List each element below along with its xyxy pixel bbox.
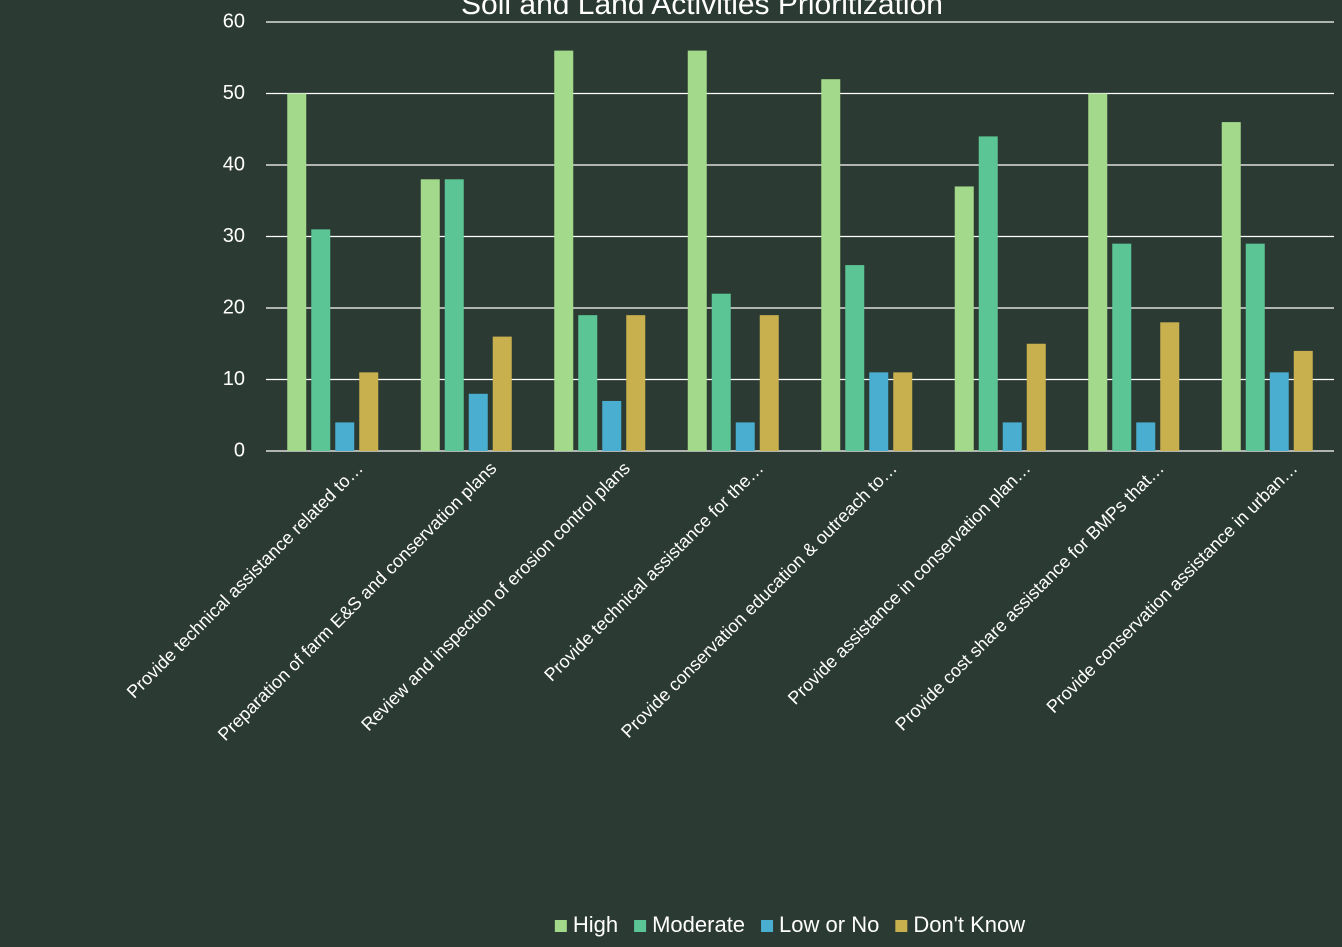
x-tick-label: Provide technical assistance related to… — [123, 458, 367, 702]
legend-label: Moderate — [652, 912, 745, 937]
bar — [978, 136, 998, 451]
bar — [735, 422, 755, 451]
bar — [1026, 343, 1046, 451]
bar — [687, 50, 707, 451]
x-tick-label: Provide conservation education & outreac… — [617, 458, 901, 742]
legend-swatch — [554, 920, 567, 932]
bar — [626, 315, 646, 451]
bar — [420, 179, 440, 452]
y-tick-label: 50 — [223, 82, 245, 104]
bar — [711, 293, 731, 451]
bar — [1136, 422, 1156, 451]
y-tick-label: 10 — [223, 368, 245, 390]
bar — [1269, 372, 1289, 451]
bar — [311, 229, 331, 451]
bar — [821, 79, 841, 451]
bar — [1245, 243, 1265, 451]
bar — [1221, 122, 1241, 451]
bar — [1112, 243, 1132, 451]
x-tick-label: Provide technical assistance for the… — [540, 458, 767, 685]
legend-label: Low or No — [779, 912, 879, 937]
bar — [1160, 322, 1180, 451]
bar — [287, 93, 307, 451]
bar — [845, 265, 865, 451]
x-tick-label: Preparation of farm E&S and conservation… — [214, 458, 501, 745]
bar — [759, 315, 779, 451]
bar — [359, 372, 379, 451]
legend-label: Don't Know — [913, 912, 1025, 937]
bar — [602, 400, 622, 451]
bar — [492, 336, 512, 451]
y-tick-label: 0 — [234, 439, 245, 461]
x-tick-label: Provide cost share assistance for BMPs t… — [891, 458, 1168, 735]
bar — [1088, 93, 1108, 451]
legend-swatch — [634, 920, 647, 932]
bar — [1293, 350, 1313, 451]
bar — [869, 372, 889, 451]
x-tick-label: Provide assistance in conservation plan… — [784, 458, 1034, 708]
bar — [444, 179, 464, 452]
legend-swatch — [895, 920, 908, 932]
y-tick-label: 60 — [223, 10, 245, 32]
bar — [954, 186, 974, 451]
y-tick-label: 40 — [223, 153, 245, 175]
legend-label: High — [573, 912, 618, 937]
chart-title: Soil and Land Activities Prioritization — [461, 0, 943, 21]
y-tick-label: 20 — [223, 296, 245, 318]
bar — [335, 422, 355, 451]
bar — [1002, 422, 1022, 451]
bar — [554, 50, 574, 451]
bar — [893, 372, 913, 451]
y-tick-label: 30 — [223, 225, 245, 247]
legend-swatch — [761, 920, 774, 932]
bar — [578, 315, 598, 451]
x-tick-label: Provide conservation assistance in urban… — [1043, 458, 1302, 717]
bar — [468, 393, 488, 451]
x-tick-label: Review and inspection of erosion control… — [357, 458, 634, 735]
